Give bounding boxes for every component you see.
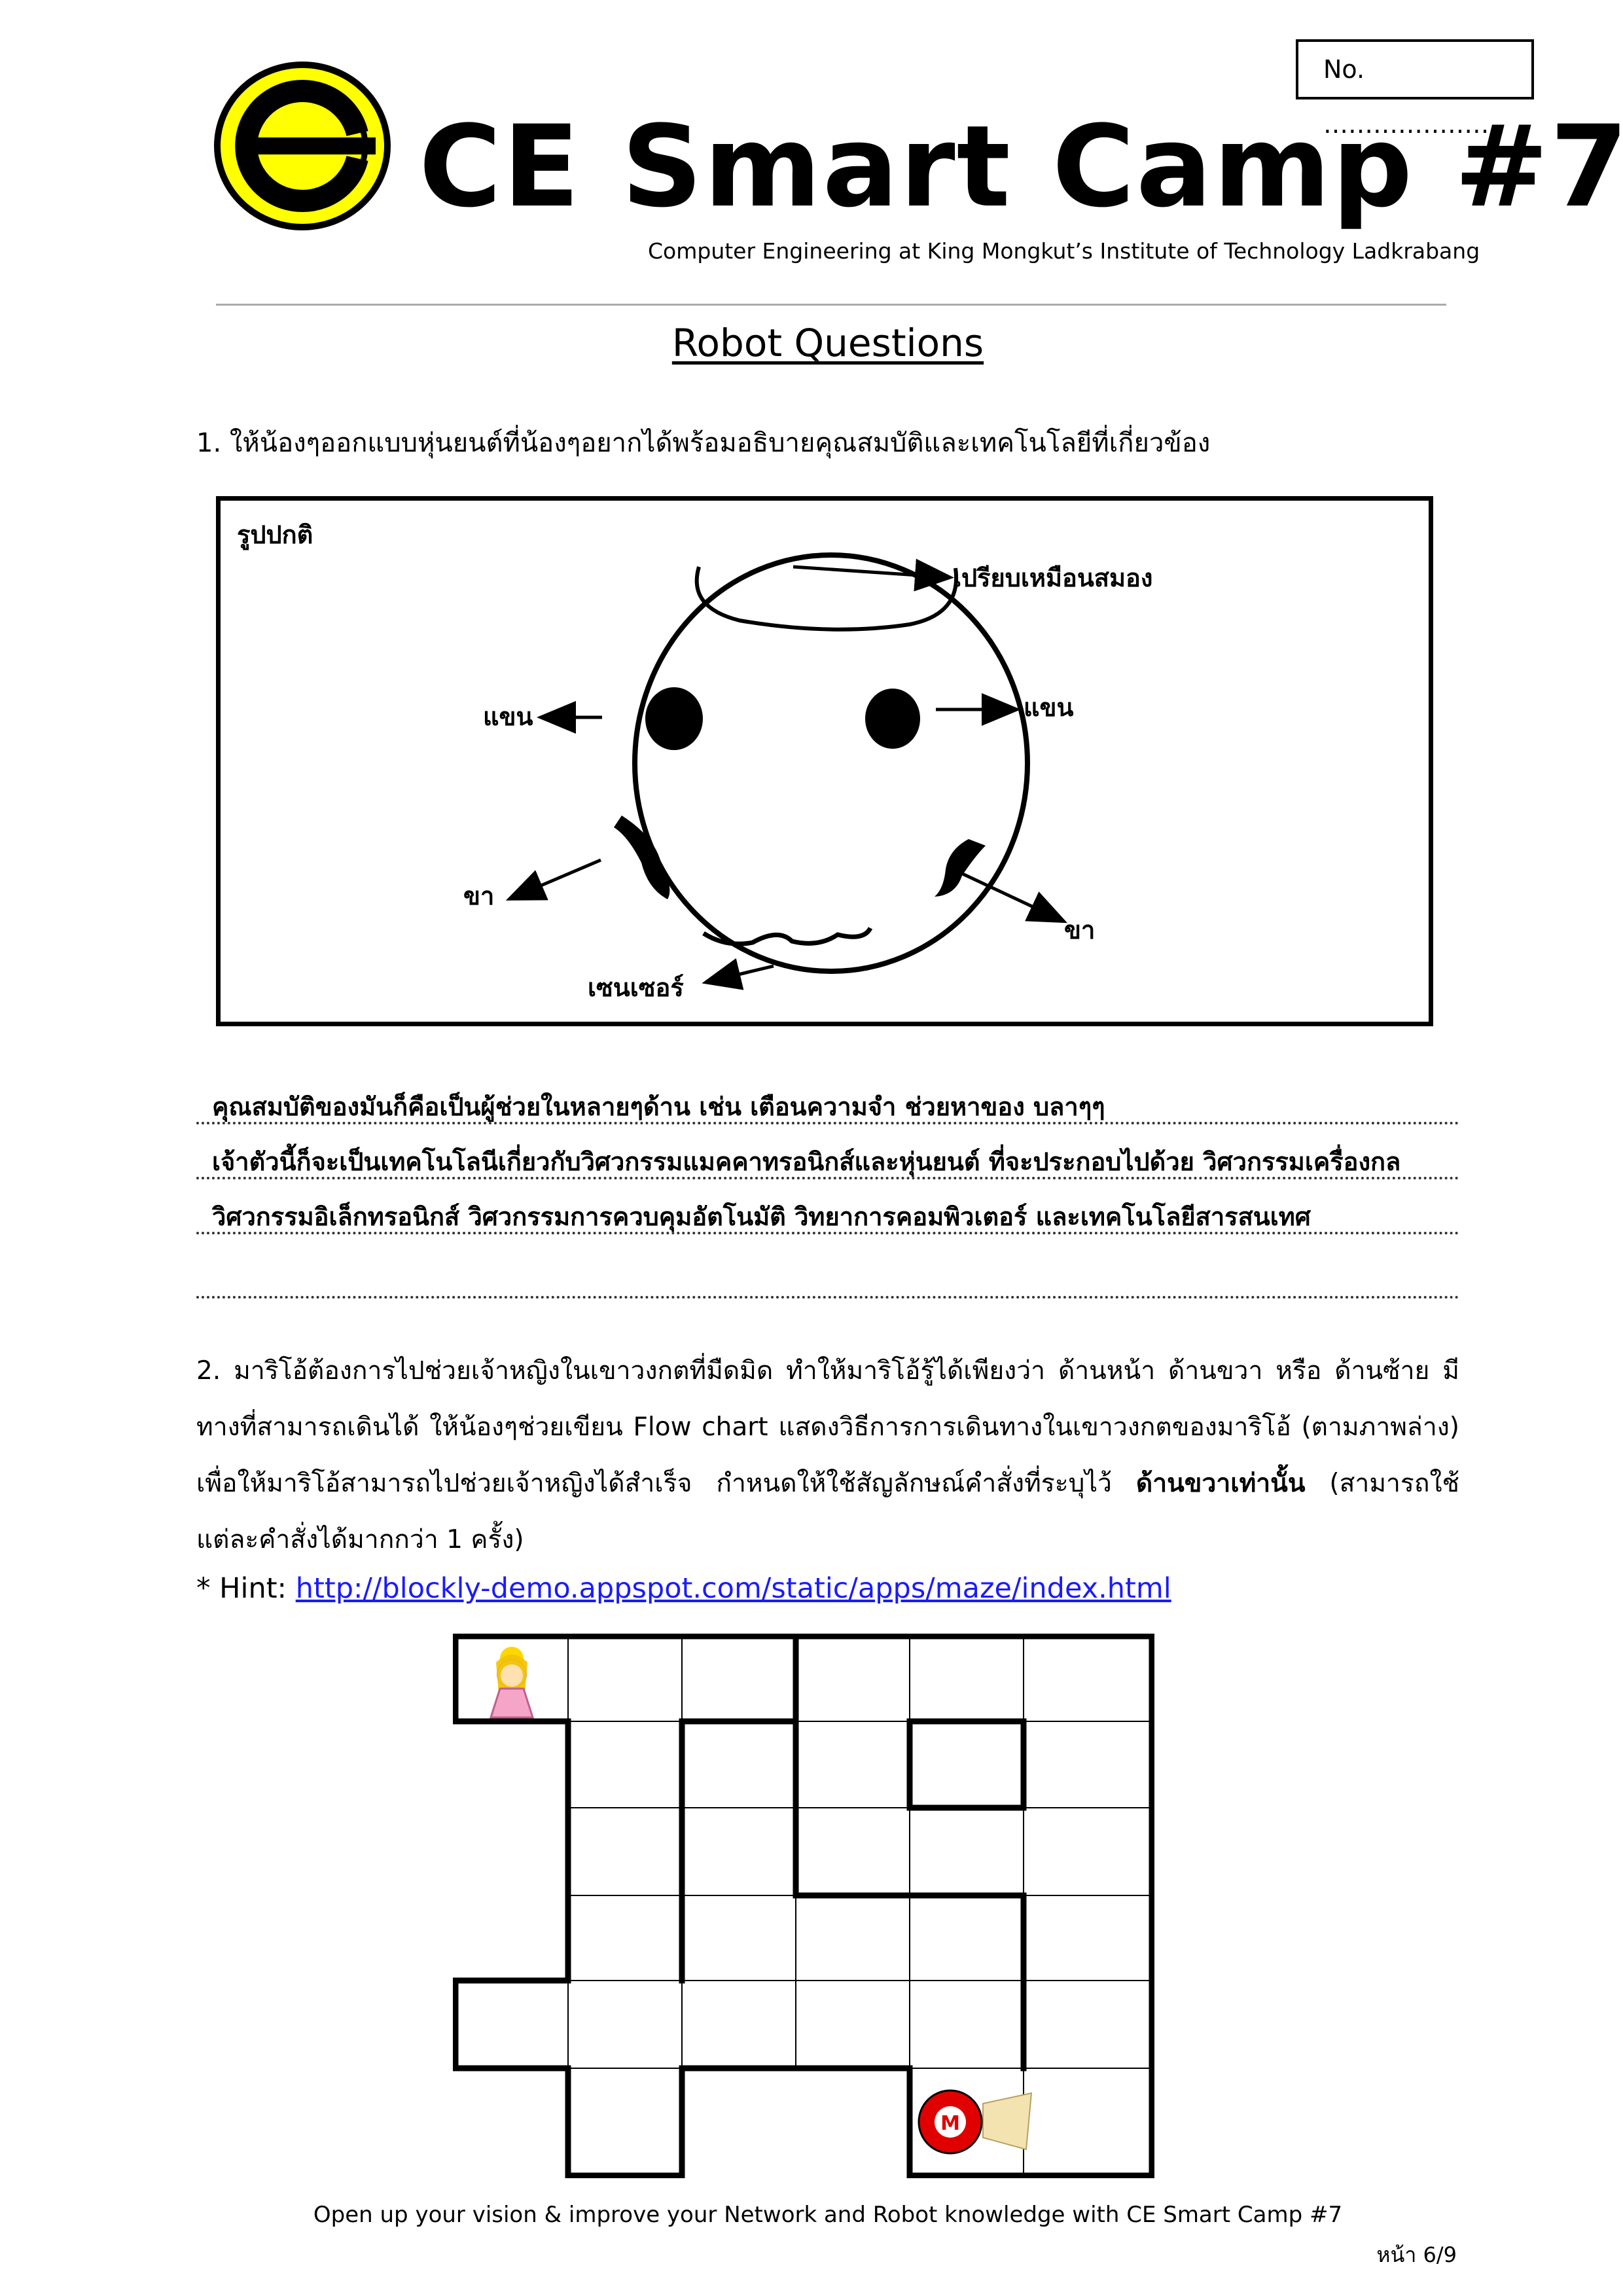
hint-label: * Hint: [196, 1572, 296, 1605]
brand-subtitle: Computer Engineering at King Mongkut’s I… [648, 238, 1480, 264]
arrow-leg-left [505, 858, 601, 901]
mario-marker-icon: M [918, 2089, 1033, 2155]
maze-diagram: M [453, 1634, 1154, 2178]
number-box: No. …………………. [1296, 39, 1534, 139]
robot-diagram-frame [216, 496, 1433, 1026]
frame-label: รูปปกติ [237, 520, 313, 550]
answer-line-3: วิศวกรรมอิเล็กทรอนิกส์ วิศวกรรมการควบคุม… [196, 1198, 1459, 1234]
mario-marker-letter: M [940, 2112, 960, 2135]
section-title: Robot Questions [671, 321, 984, 365]
maze-outside [453, 1724, 907, 2178]
answer-line-1: คุณสมบัติของมันก็คือเป็นผู้ช่วยในหลายๆด้… [196, 1088, 1459, 1124]
answer-line-2: เจ้าตัวนี้ก็จะเป็นเทคโนโลนีเกี่ยวกับวิศว… [196, 1143, 1459, 1179]
maze-walls [453, 1634, 1154, 2178]
question-1-text: 1. ให้น้องๆออกแบบหุ่นยนต์ที่น้องๆอยากได้… [196, 428, 1211, 458]
robot-eye-left [645, 687, 703, 750]
brain-label: เปรียบเหมือนสมอง [953, 563, 1152, 592]
answer-line-4 [196, 1262, 1459, 1299]
princess-icon [489, 1647, 535, 1719]
hint-link[interactable]: http://blockly-demo.appspot.com/static/a… [295, 1572, 1171, 1605]
robot-leg-right [935, 839, 986, 897]
page-number: หน้า 6/9 [1376, 2242, 1457, 2267]
footer-text: Open up your vision & improve your Netwo… [313, 2202, 1343, 2228]
robot-diagram: รูปปกติ เปรียบเหมือนสมอง แขน แขน ขา ขา เ… [237, 520, 1152, 1002]
leg-right-label: ขา [1064, 915, 1095, 944]
arrow-brain [793, 558, 954, 592]
robot-body-outline [632, 552, 1030, 974]
robot-brain [694, 566, 959, 632]
robot-eye-right [865, 689, 920, 749]
arrow-leg-right [954, 869, 1068, 924]
arm-left-label: แขน [483, 702, 533, 731]
arm-right-label: แขน [1024, 692, 1073, 722]
question-2-emphasis: ด้านขวาเท่านั้น [1135, 1469, 1306, 1498]
leg-left-label: ขา [463, 881, 494, 910]
question-2-text: 2. มาริโอ้ต้องการไปช่วยเจ้าหญิงในเขาวงกต… [196, 1356, 1460, 1554]
header-divider [216, 304, 1446, 306]
robot-sensor [702, 927, 873, 946]
hint: * Hint: http://blockly-demo.appspot.com/… [196, 1572, 1171, 1605]
arrow-sensor [702, 958, 774, 990]
brand-title: CE Smart Camp #7 [419, 101, 1623, 232]
robot-leg-left [614, 816, 670, 899]
ce-logo-icon [214, 62, 391, 230]
sensor-label: เซนเซอร์ [588, 973, 684, 1002]
